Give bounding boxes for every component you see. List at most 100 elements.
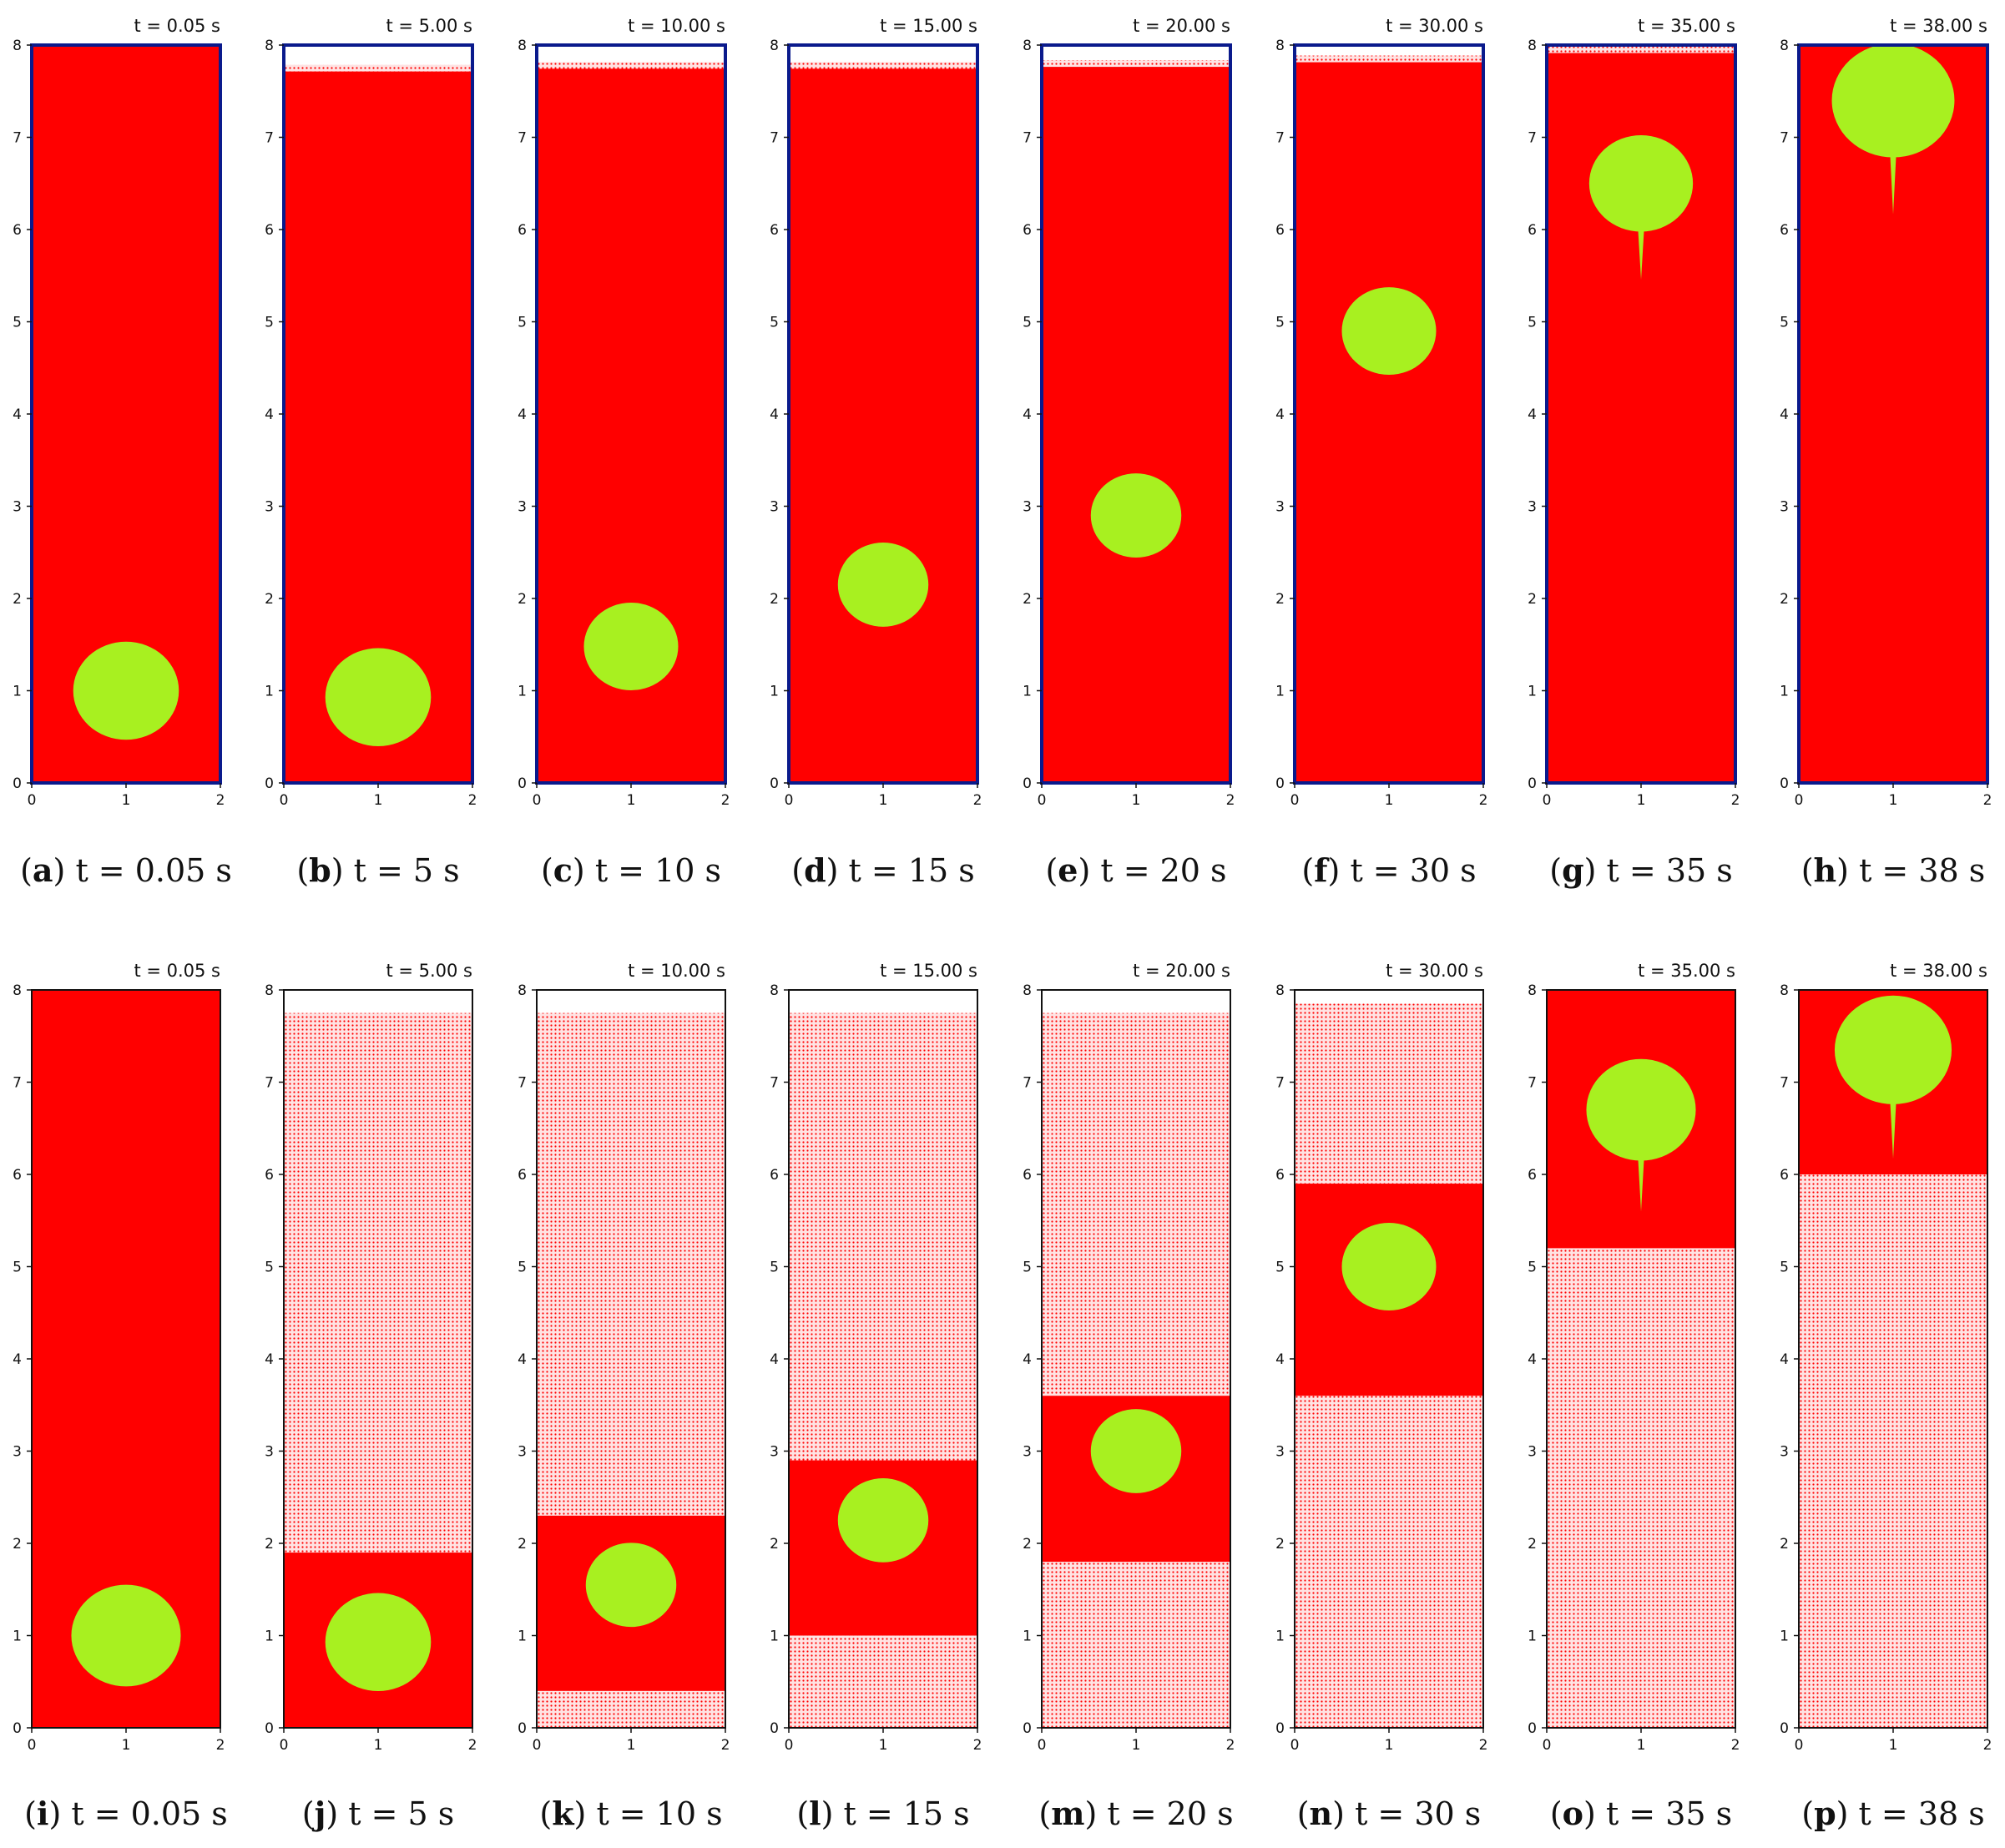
- x-tick-label-m-0: 0: [1038, 1737, 1047, 1754]
- y-tick-label-m-2: 2: [1023, 1536, 1032, 1553]
- x-tick-label-e-1: 1: [1132, 792, 1141, 809]
- y-tick-label-a-1: 1: [13, 684, 22, 700]
- sparse-fluid-region-m: [1042, 1012, 1230, 1728]
- y-tick-label-j-0: 0: [265, 1720, 274, 1737]
- x-tick-label-e-0: 0: [1038, 792, 1047, 809]
- caption-letter-f: f: [1314, 851, 1328, 889]
- y-tick-label-k-4: 4: [518, 1351, 527, 1368]
- y-tick-label-l-5: 5: [770, 1260, 779, 1276]
- time-label-i: t = 0.05 s: [134, 961, 220, 981]
- caption-letter-b: b: [309, 851, 331, 889]
- y-tick-label-k-5: 5: [518, 1260, 527, 1276]
- caption-letter-m: m: [1051, 1795, 1085, 1832]
- x-tick-label-b-2: 2: [468, 792, 477, 809]
- plot-d: 0 1 2 3 4 5 6 7 8 0 1 2 t = 15.00 s: [770, 16, 982, 809]
- caption-o: (o) t = 35 s: [1516, 1795, 1766, 1832]
- bubble-d: [837, 543, 929, 627]
- y-tick-label-i-8: 8: [13, 982, 22, 999]
- y-tick-label-n-7: 7: [1275, 1075, 1285, 1092]
- x-tick-label-i-0: 0: [28, 1737, 37, 1754]
- x-tick-label-h-1: 1: [1889, 792, 1898, 809]
- plot-e: 0 1 2 3 4 5 6 7 8 0 1 2 t = 20.00 s: [1023, 16, 1235, 809]
- plot-area-i: 0 1 2 3 4 5 6 7 8 0 1 2 t = 0.05 s: [13, 961, 225, 1754]
- caption-paren-open: (: [1301, 852, 1315, 889]
- y-tick-label-d-3: 3: [770, 499, 779, 516]
- x-tick-label-f-2: 2: [1479, 792, 1488, 809]
- y-tick-label-b-4: 4: [265, 406, 274, 423]
- y-tick-label-h-0: 0: [1780, 775, 1789, 792]
- panel-i: 0 1 2 3 4 5 6 7 8 0 1 2 t = 0.05 s: [0, 945, 255, 1783]
- caption-text-n: t = 30 s: [1355, 1795, 1482, 1832]
- caption-p: (p) t = 38 s: [1768, 1795, 2005, 1832]
- y-tick-label-d-5: 5: [770, 315, 779, 331]
- y-tick-label-c-5: 5: [518, 315, 527, 331]
- bubble-p: [1834, 995, 1952, 1104]
- time-label-l: t = 15.00 s: [880, 961, 977, 981]
- y-tick-label-e-2: 2: [1023, 591, 1032, 608]
- time-label-b: t = 5.00 s: [386, 16, 472, 36]
- x-tick-label-h-2: 2: [1983, 792, 1992, 809]
- y-tick-label-o-2: 2: [1528, 1536, 1537, 1553]
- y-tick-label-m-1: 1: [1023, 1628, 1032, 1645]
- y-tick-label-i-4: 4: [13, 1351, 22, 1368]
- plot-area-o: 0 1 2 3 4 5 6 7 8 0 1 2 t = 35.00 s: [1528, 961, 1740, 1754]
- plot-area-g: 0 1 2 3 4 5 6 7 8 0 1 2 t = 35.00 s: [1528, 16, 1740, 809]
- caption-paren-close: ): [326, 1795, 349, 1832]
- fluid-region-f: [1295, 58, 1483, 783]
- x-tick-label-p-0: 0: [1795, 1737, 1804, 1754]
- caption-letter-l: l: [809, 1795, 821, 1832]
- y-tick-label-p-8: 8: [1780, 982, 1789, 999]
- caption-paren-close: ): [1327, 852, 1351, 889]
- caption-letter-d: d: [804, 851, 826, 889]
- plot-j: 0 1 2 3 4 5 6 7 8 0 1 2 t = 5.00 s: [265, 961, 477, 1754]
- y-tick-label-f-6: 6: [1275, 222, 1285, 239]
- bubble-j: [325, 1593, 432, 1692]
- caption-paren-open: (: [1296, 1795, 1310, 1832]
- y-tick-label-h-5: 5: [1780, 315, 1789, 331]
- y-tick-label-k-7: 7: [518, 1075, 527, 1092]
- caption-e: (e) t = 20 s: [1011, 851, 1261, 889]
- y-tick-label-c-3: 3: [518, 499, 527, 516]
- y-tick-label-n-6: 6: [1275, 1167, 1285, 1184]
- y-tick-label-j-8: 8: [265, 982, 274, 999]
- y-tick-label-i-0: 0: [13, 1720, 22, 1737]
- caption-paren-open: (: [20, 852, 33, 889]
- caption-paren-open: (: [1801, 1795, 1815, 1832]
- plot-c: 0 1 2 3 4 5 6 7 8 0 1 2 t = 10.00 s: [518, 16, 730, 809]
- fluid-domain-o: [1547, 990, 1735, 1728]
- y-tick-label-g-7: 7: [1528, 130, 1537, 147]
- y-tick-label-k-3: 3: [518, 1444, 527, 1461]
- caption-letter-n: n: [1309, 1795, 1333, 1832]
- panel-j: 0 1 2 3 4 5 6 7 8 0 1 2 t = 5.00 s: [252, 945, 508, 1783]
- fluid-domain-k: [537, 990, 725, 1728]
- y-tick-label-m-3: 3: [1023, 1444, 1032, 1461]
- y-tick-label-k-8: 8: [518, 982, 527, 999]
- y-tick-label-p-1: 1: [1780, 1628, 1789, 1645]
- y-tick-label-l-1: 1: [770, 1628, 779, 1645]
- caption-c: (c) t = 10 s: [506, 851, 756, 889]
- y-tick-label-f-1: 1: [1275, 684, 1285, 700]
- caption-paren-open: (: [796, 1795, 810, 1832]
- x-tick-label-j-0: 0: [280, 1737, 289, 1754]
- x-tick-label-a-1: 1: [122, 792, 131, 809]
- time-label-e: t = 20.00 s: [1133, 16, 1230, 36]
- time-label-a: t = 0.05 s: [134, 16, 220, 36]
- fluid-domain-b: [284, 45, 472, 783]
- free-surface-e: [1042, 60, 1230, 68]
- y-tick-label-e-7: 7: [1023, 130, 1032, 147]
- caption-paren-close: ): [1332, 1795, 1356, 1832]
- y-tick-label-i-2: 2: [13, 1536, 22, 1553]
- bubble-a: [73, 641, 179, 740]
- caption-i: (i) t = 0.05 s: [1, 1795, 251, 1832]
- caption-l: (l) t = 15 s: [758, 1795, 1008, 1832]
- y-tick-label-j-7: 7: [265, 1075, 274, 1092]
- x-tick-label-j-2: 2: [468, 1737, 477, 1754]
- y-tick-label-m-4: 4: [1023, 1351, 1032, 1368]
- caption-g: (g) t = 35 s: [1516, 851, 1766, 889]
- y-tick-label-h-8: 8: [1780, 38, 1789, 54]
- y-tick-label-g-4: 4: [1528, 406, 1537, 423]
- fluid-domain-j: [284, 990, 472, 1728]
- caption-paren-close: ): [48, 1795, 72, 1832]
- y-tick-label-m-8: 8: [1023, 982, 1032, 999]
- caption-text-e: t = 20 s: [1100, 852, 1227, 889]
